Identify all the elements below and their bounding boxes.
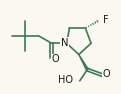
Text: F: F — [103, 15, 109, 25]
Text: O: O — [102, 69, 110, 79]
Text: O: O — [51, 54, 59, 64]
Text: N: N — [61, 38, 68, 48]
Polygon shape — [79, 55, 88, 70]
Text: HO: HO — [58, 75, 73, 85]
